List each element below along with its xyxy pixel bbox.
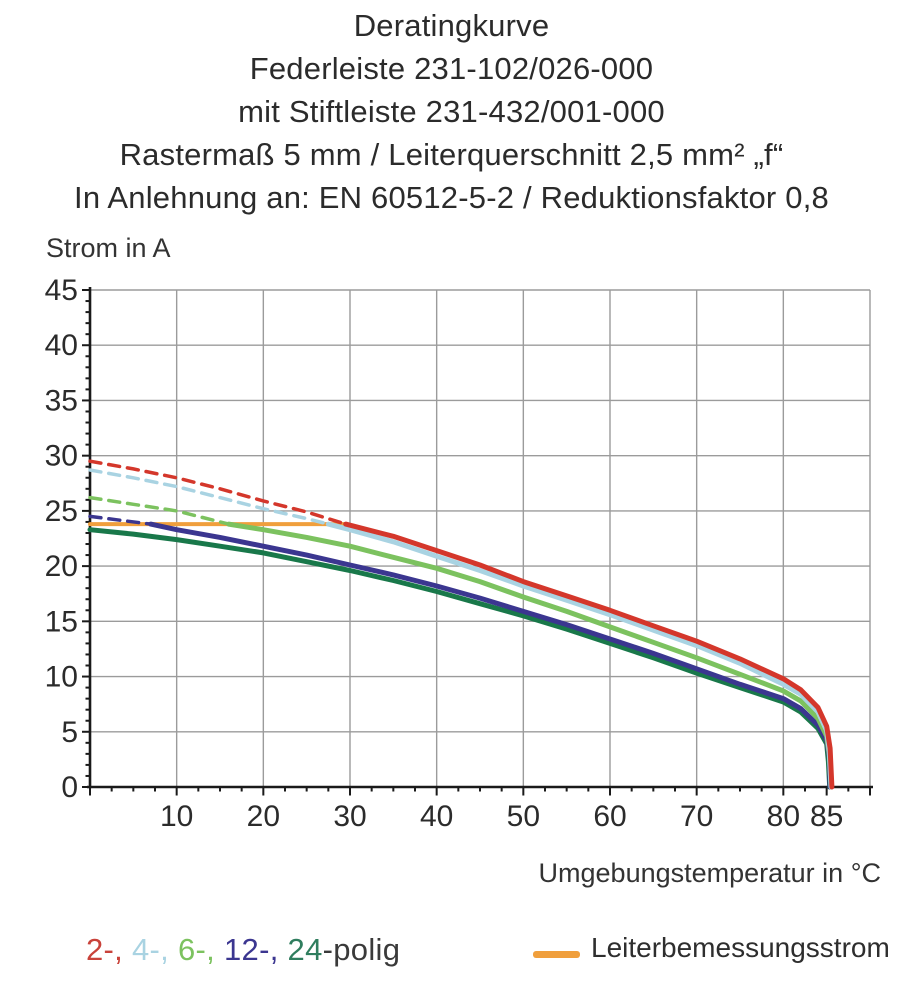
tick-label: 10 xyxy=(45,661,78,694)
tick-label: 20 xyxy=(45,550,78,583)
curve-6-polig xyxy=(226,521,834,790)
tick-label: 5 xyxy=(61,716,78,749)
tick-label: 25 xyxy=(45,495,78,528)
legend-pole-segment: 4-, xyxy=(123,932,170,967)
tick-label: 15 xyxy=(45,605,78,638)
x-axis-title: Umgebungstemperatur in °C xyxy=(538,858,881,888)
tick-label: 45 xyxy=(45,274,78,307)
tick-label: 35 xyxy=(45,384,78,417)
curve-12-polig xyxy=(148,521,833,790)
tick-label: 10 xyxy=(160,800,193,833)
tick-label: 85 xyxy=(810,800,843,833)
curve-2-polig-dashed xyxy=(88,459,348,526)
legend-pole-segment: 2-, xyxy=(86,932,124,967)
tick-label: 70 xyxy=(680,800,713,833)
curve-6-polig-dashed xyxy=(88,495,231,526)
tick-label: 30 xyxy=(45,440,78,473)
curve-4-polig-dashed xyxy=(88,468,331,526)
tick-label: 60 xyxy=(593,800,626,833)
curve-4-polig xyxy=(325,521,834,790)
tick-label: 40 xyxy=(45,329,78,362)
legend-pole-counts: 2-, 4-, 6-, 12-, 24-polig xyxy=(86,932,400,968)
title-line-3: mit Stiftleiste 231-432/001-000 xyxy=(238,94,665,129)
page-title: Deratingkurve Federleiste 231-102/026-00… xyxy=(0,4,903,219)
title-line-2: Federleiste 231-102/026-000 xyxy=(249,51,654,86)
title-line-1: Deratingkurve xyxy=(353,8,550,43)
tick-label: 40 xyxy=(420,800,453,833)
tick-label: 20 xyxy=(247,800,280,833)
tick-label: 30 xyxy=(333,800,366,833)
curve-24-polig xyxy=(87,527,833,790)
tick-label: 0 xyxy=(61,771,78,804)
legend-pole-segment: 6-, xyxy=(169,932,216,967)
legend-pole-segment: 24 xyxy=(278,932,323,967)
curve-2-polig xyxy=(343,521,835,790)
tick-label: 50 xyxy=(507,800,540,833)
rated-current-line-swatch xyxy=(533,951,580,958)
legend-pole-segment: -polig xyxy=(322,932,401,967)
tick-label: 80 xyxy=(767,800,800,833)
curve-12-polig-dashed xyxy=(88,514,153,526)
title-line-5: In Anlehnung an: EN 60512-5-2 / Reduktio… xyxy=(74,180,829,215)
title-line-4: Rastermaß 5 mm / Leiterquerschnitt 2,5 m… xyxy=(119,137,784,172)
y-axis-title: Strom in A xyxy=(46,233,171,263)
legend-pole-segment: 12-, xyxy=(215,932,279,967)
rated-current-label: Leiterbemessungsstrom xyxy=(591,932,890,963)
